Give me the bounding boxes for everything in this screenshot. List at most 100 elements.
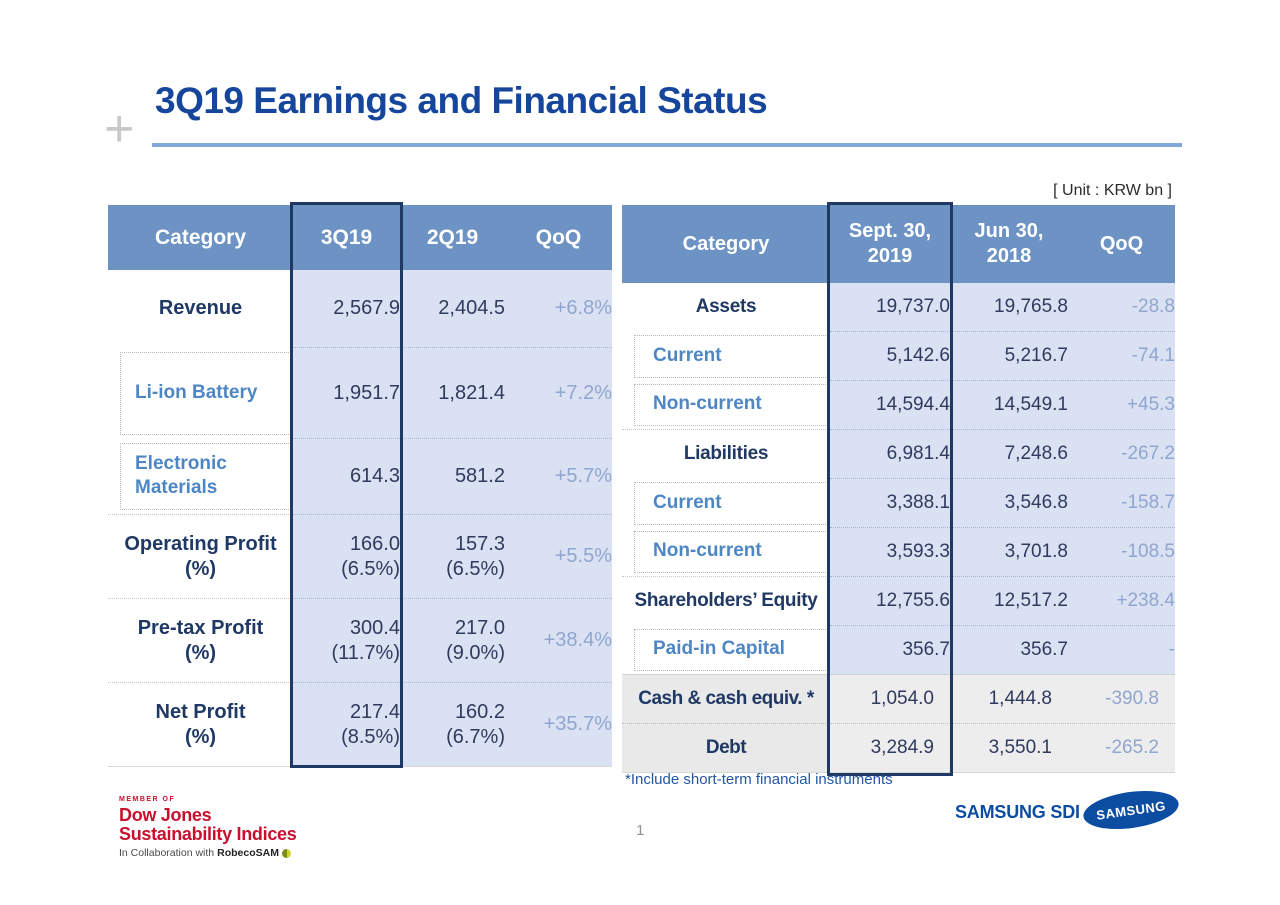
value-qoq: +5.5%	[505, 514, 612, 599]
djsi-member-of-label: MEMBER OF	[119, 796, 176, 803]
table-row-net-profit: Net Profit (%) 217.4 (8.5%) 160.2 (6.7%) +3…	[108, 682, 612, 767]
djsi-collaboration-line: In Collaboration with RobecoSAM	[119, 848, 296, 859]
header-category: Category	[622, 205, 830, 283]
row-label: Liabilities	[622, 429, 830, 479]
value-3q19: 2,567.9	[293, 270, 400, 348]
table-row-cash: Cash & cash equiv. * 1,054.0 1,444.8 -39…	[622, 674, 1175, 724]
row-label: Net Profit (%)	[108, 682, 293, 767]
value-sept: 12,755.6	[830, 576, 950, 626]
row-label: Current	[622, 331, 830, 381]
value-qoq: -267.2	[1068, 429, 1175, 479]
sub-label-box: Li-ion Battery	[120, 351, 291, 435]
value-jun: 14,549.1	[950, 380, 1068, 430]
value-jun: 19,765.8	[950, 283, 1068, 332]
table-row-liabilities-noncurrent: Non-current 3,593.3 3,701.8 -108.5	[622, 527, 1175, 577]
djsi-collab-robecosam: RobecoSAM	[217, 846, 279, 859]
sub-label-box: Electronic Materials	[120, 442, 291, 510]
value-jun: 3,550.1	[950, 723, 1068, 773]
table-row-revenue: Revenue 2,567.9 2,404.5 +6.8%	[108, 270, 612, 348]
value-sept: 356.7	[830, 625, 950, 675]
value-qoq: -74.1	[1068, 331, 1175, 381]
value-jun: 1,444.8	[950, 674, 1068, 724]
value-jun: 5,216.7	[950, 331, 1068, 381]
header-jun-30-2018: Jun 30, 2018	[950, 205, 1068, 283]
value-sept: 5,142.6	[830, 331, 950, 381]
header-2q19: 2Q19	[400, 205, 505, 270]
djsi-line2: Sustainability Indices	[119, 823, 297, 844]
value-2q19: 157.3 (6.5%)	[400, 514, 505, 599]
value-qoq: -28.8	[1068, 283, 1175, 332]
sub-label-box: Current	[634, 334, 828, 378]
table-row-shareholders-equity: Shareholders’ Equity 12,755.6 12,517.2 +…	[622, 576, 1175, 626]
value-sept: 3,284.9	[830, 723, 950, 773]
value-3q19: 166.0 (6.5%)	[293, 514, 400, 599]
value-jun: 356.7	[950, 625, 1068, 675]
financial-header-row: Category Sept. 30, 2019 Jun 30, 2018 QoQ	[622, 205, 1175, 283]
value-jun: 7,248.6	[950, 429, 1068, 479]
row-label: Non-current	[622, 527, 830, 577]
value-jun: 3,546.8	[950, 478, 1068, 528]
value-sept: 3,388.1	[830, 478, 950, 528]
sub-label-box: Current	[634, 481, 828, 525]
row-label: Pre-tax Profit (%)	[108, 598, 293, 683]
header-3q19: 3Q19	[293, 205, 400, 270]
value-2q19: 581.2	[400, 438, 505, 515]
value-2q19: 2,404.5	[400, 270, 505, 348]
value-3q19: 217.4 (8.5%)	[293, 682, 400, 767]
value-3q19: 1,951.7	[293, 347, 400, 439]
plus-decoration-icon: +	[104, 100, 135, 158]
row-label: Li-ion Battery	[108, 347, 293, 439]
value-qoq: -158.7	[1068, 478, 1175, 528]
value-jun: 3,701.8	[950, 527, 1068, 577]
value-qoq: +38.4%	[505, 598, 612, 683]
value-qoq: +6.8%	[505, 270, 612, 348]
unit-label: [ Unit : KRW bn ]	[1053, 182, 1172, 199]
value-qoq: -265.2	[1068, 723, 1175, 773]
value-sept: 14,594.4	[830, 380, 950, 430]
value-qoq: +7.2%	[505, 347, 612, 439]
row-label: Revenue	[108, 270, 293, 348]
value-3q19: 614.3	[293, 438, 400, 515]
value-2q19: 1,821.4	[400, 347, 505, 439]
value-sept: 1,054.0	[830, 674, 950, 724]
value-jun: 12,517.2	[950, 576, 1068, 626]
sub-label-box: Non-current	[634, 383, 828, 426]
table-row-assets-noncurrent: Non-current 14,594.4 14,549.1 +45.3	[622, 380, 1175, 430]
row-label: Paid-in Capital	[622, 625, 830, 675]
row-label: Electronic Materials	[108, 438, 293, 515]
table-row-debt: Debt 3,284.9 3,550.1 -265.2	[622, 723, 1175, 773]
djsi-collab-prefix: In Collaboration with	[119, 846, 215, 859]
value-qoq: +35.7%	[505, 682, 612, 767]
row-label: Assets	[622, 283, 830, 332]
row-label: Debt	[622, 723, 830, 773]
robecosam-dot-icon	[281, 848, 291, 858]
table-row-assets-current: Current 5,142.6 5,216.7 -74.1	[622, 331, 1175, 381]
djsi-line1: Dow Jones	[119, 805, 212, 825]
table-row-paid-in-capital: Paid-in Capital 356.7 356.7 -	[622, 625, 1175, 675]
header-category: Category	[108, 205, 293, 270]
value-sept: 3,593.3	[830, 527, 950, 577]
samsung-oval-logo: SAMSUNG	[1080, 785, 1182, 835]
value-3q19: 300.4 (11.7%)	[293, 598, 400, 683]
footnote: *Include short-term financial instrument…	[625, 771, 893, 788]
table-row-liion-battery: Li-ion Battery 1,951.7 1,821.4 +7.2%	[108, 347, 612, 439]
value-sept: 19,737.0	[830, 283, 950, 332]
value-2q19: 217.0 (9.0%)	[400, 598, 505, 683]
value-qoq: -390.8	[1068, 674, 1175, 724]
header-qoq: QoQ	[1068, 205, 1175, 283]
financial-status-table: Category Sept. 30, 2019 Jun 30, 2018 QoQ…	[622, 205, 1175, 773]
samsung-oval-text: SAMSUNG	[1095, 797, 1167, 823]
samsung-sdi-logo: SAMSUNG SDI	[955, 802, 1080, 822]
value-qoq: +238.4	[1068, 576, 1175, 626]
page-number: 1	[636, 822, 645, 839]
value-sept: 6,981.4	[830, 429, 950, 479]
header-qoq: QoQ	[505, 205, 612, 270]
row-label: Non-current	[622, 380, 830, 430]
value-qoq: +45.3	[1068, 380, 1175, 430]
value-qoq: +5.7%	[505, 438, 612, 515]
dow-jones-sustainability-logo: MEMBER OF Dow Jones Sustainability Indic…	[119, 796, 297, 859]
sub-label-box: Paid-in Capital	[634, 628, 828, 671]
table-row-pretax-profit: Pre-tax Profit (%) 300.4 (11.7%) 217.0 (9.0…	[108, 598, 612, 683]
table-row-assets: Assets 19,737.0 19,765.8 -28.8	[622, 283, 1175, 332]
